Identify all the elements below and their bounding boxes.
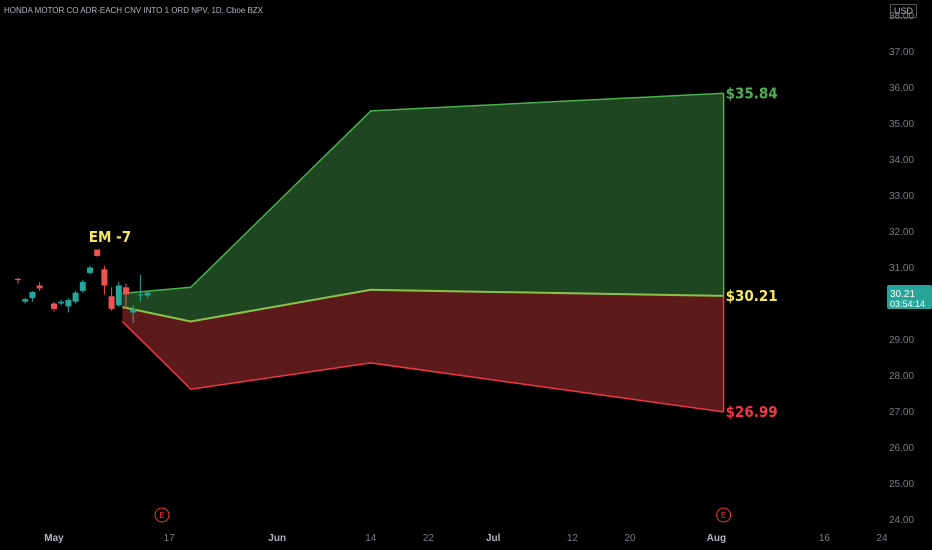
time-tick-label: 20	[624, 533, 636, 544]
earnings-marker-label: E	[721, 511, 726, 520]
time-axis: May 17 Jun 14 22 Jul 12 20 Aug 16 24 E E	[44, 507, 888, 544]
time-tick-label: 16	[819, 533, 831, 544]
time-tick-label: 24	[876, 533, 888, 544]
candle-body	[58, 301, 65, 304]
candlesticks	[15, 249, 151, 324]
candle-body	[36, 285, 43, 289]
earnings-marker	[716, 507, 732, 523]
band-value-label: $35.84	[726, 84, 778, 102]
time-tick-label: May	[44, 533, 64, 544]
price-tick-label: 32.00	[889, 227, 914, 238]
candle-body	[72, 292, 79, 302]
time-tick-label: 22	[423, 533, 435, 544]
price-tick-label: 26.00	[889, 443, 914, 454]
currency-button[interactable]: USD	[889, 4, 917, 18]
middle-band-line	[122, 288, 724, 323]
candle-body	[22, 299, 29, 302]
current-price-box	[887, 284, 932, 309]
candle-body	[51, 303, 57, 309]
lower-band-fill	[122, 289, 724, 412]
price-tick-label: 35.00	[889, 119, 914, 130]
price-tick-label: 38.00	[889, 11, 914, 22]
time-tick-label: 17	[164, 533, 176, 544]
time-tick-label: Aug	[707, 533, 726, 544]
annotations: EM -7 $35.84 $30.21 $26.99	[89, 84, 778, 421]
earnings-marker	[154, 507, 170, 523]
earnings-marker-label: E	[159, 511, 164, 520]
candle-body	[137, 294, 144, 296]
candle-body	[79, 281, 86, 291]
upper-band-line	[122, 92, 724, 295]
candle-body	[29, 291, 36, 299]
band-value-label: $26.99	[726, 403, 778, 421]
time-tick-label: 12	[567, 533, 579, 544]
band-value-label: $30.21	[726, 287, 778, 305]
upper-band-fill	[122, 93, 724, 322]
price-tick-label: 24.00	[889, 515, 914, 526]
expected-move-bands	[121, 92, 725, 413]
price-axis: 24.0025.0026.0027.0028.0029.0030.0031.00…	[887, 11, 932, 526]
candle-body	[123, 287, 129, 295]
price-tick-label: 36.00	[889, 83, 914, 94]
chart-title: HONDA MOTOR CO ADR-EACH CNV INTO 1 ORD N…	[4, 6, 264, 15]
countdown-label: 03:54:14	[890, 299, 925, 309]
price-tick-label: 28.00	[889, 371, 914, 382]
price-tick-label: 33.00	[889, 191, 914, 202]
current-price-label: 30.21	[890, 289, 915, 300]
time-tick-label: 14	[365, 533, 377, 544]
candle-body	[115, 285, 122, 306]
candle-body	[144, 292, 151, 296]
candle-body	[87, 267, 93, 273]
candle-body	[15, 279, 21, 281]
candle-body	[101, 269, 108, 286]
em-label: EM -7	[89, 228, 131, 246]
time-tick-label: Jun	[268, 533, 286, 544]
price-tick-label: 31.00	[889, 263, 914, 274]
price-tick-label: 27.00	[889, 407, 914, 418]
lower-band-line	[121, 320, 724, 413]
time-tick-label: Jul	[486, 533, 501, 544]
price-tick-label: 34.00	[889, 155, 914, 166]
candle-body	[65, 299, 72, 307]
candle-body	[94, 249, 101, 256]
price-tick-label: 25.00	[889, 479, 914, 490]
price-tick-label: 29.00	[889, 335, 914, 346]
price-tick-label: 37.00	[889, 47, 914, 58]
candle-body	[108, 296, 115, 309]
candle-body	[130, 308, 137, 313]
